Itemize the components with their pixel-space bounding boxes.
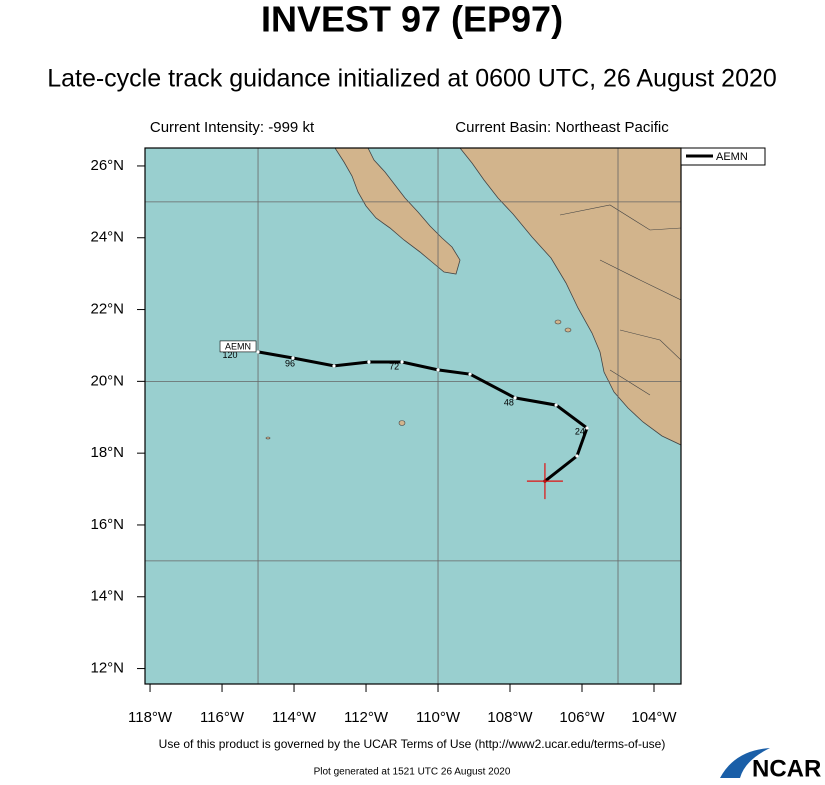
title: INVEST 97 (EP97): [261, 0, 563, 40]
lat-tick-label: 16°N: [90, 516, 124, 533]
logo: NCAR: [752, 755, 821, 780]
island: [265, 436, 271, 440]
island: [564, 327, 572, 333]
track-line: [257, 350, 589, 483]
hour-label: 24: [575, 426, 585, 436]
lat-tick-label: 12°N: [90, 660, 124, 677]
lat-tick-label: 22°N: [90, 301, 124, 318]
lat-tick-label: 26°N: [90, 157, 124, 174]
lon-tick-label: 118°W: [128, 709, 173, 726]
current-position: [526, 463, 563, 500]
state-borders: [559, 204, 681, 396]
lon-tick-label: 106°W: [559, 709, 605, 726]
track-name: AEMN: [225, 341, 251, 351]
lat-tick-label: 20°N: [90, 372, 124, 389]
track-point: [367, 360, 371, 364]
track-point: [468, 372, 472, 376]
track-point: [585, 426, 589, 430]
hour-label: 48: [504, 397, 514, 407]
lat-tick-label: 14°N: [90, 588, 124, 605]
lon-tick-label: 112°W: [344, 709, 389, 726]
track-point: [400, 360, 404, 364]
legend: [680, 147, 766, 166]
track-point: [256, 350, 260, 354]
island: [554, 319, 562, 325]
hour-label: 96: [285, 358, 295, 368]
track-point: [332, 364, 336, 368]
track-point: [436, 368, 440, 372]
lat-tick-label: 18°N: [90, 444, 124, 461]
terms: Use of this product is governed by the U…: [159, 737, 666, 751]
subtitle: Late-cycle track guidance initialized at…: [47, 65, 777, 93]
map-frame: [144, 147, 682, 685]
hour-label: 120: [222, 350, 237, 360]
track-point: [575, 454, 579, 458]
mainland-mexico: [459, 148, 681, 446]
legend-label: AEMN: [716, 151, 748, 163]
generated: Plot generated at 1521 UTC 26 August 202…: [314, 767, 511, 778]
island: [398, 420, 406, 426]
lon-tick-label: 116°W: [200, 709, 245, 726]
lon-tick-label: 114°W: [272, 709, 317, 726]
track-name-box: [219, 340, 257, 353]
basin: Current Basin: Northeast Pacific: [455, 119, 669, 136]
lat-tick-label: 24°N: [90, 229, 124, 246]
lon-tick-label: 110°W: [416, 709, 461, 726]
baja-california: [334, 148, 461, 275]
track-point: [291, 356, 295, 360]
lon-tick-label: 104°W: [631, 709, 677, 726]
track-point: [554, 403, 558, 407]
track-point: [513, 396, 517, 400]
hour-label: 72: [389, 361, 399, 371]
intensity: Current Intensity: -999 kt: [150, 119, 315, 136]
logo-swoosh: [720, 748, 770, 778]
lon-tick-label: 108°W: [487, 709, 533, 726]
